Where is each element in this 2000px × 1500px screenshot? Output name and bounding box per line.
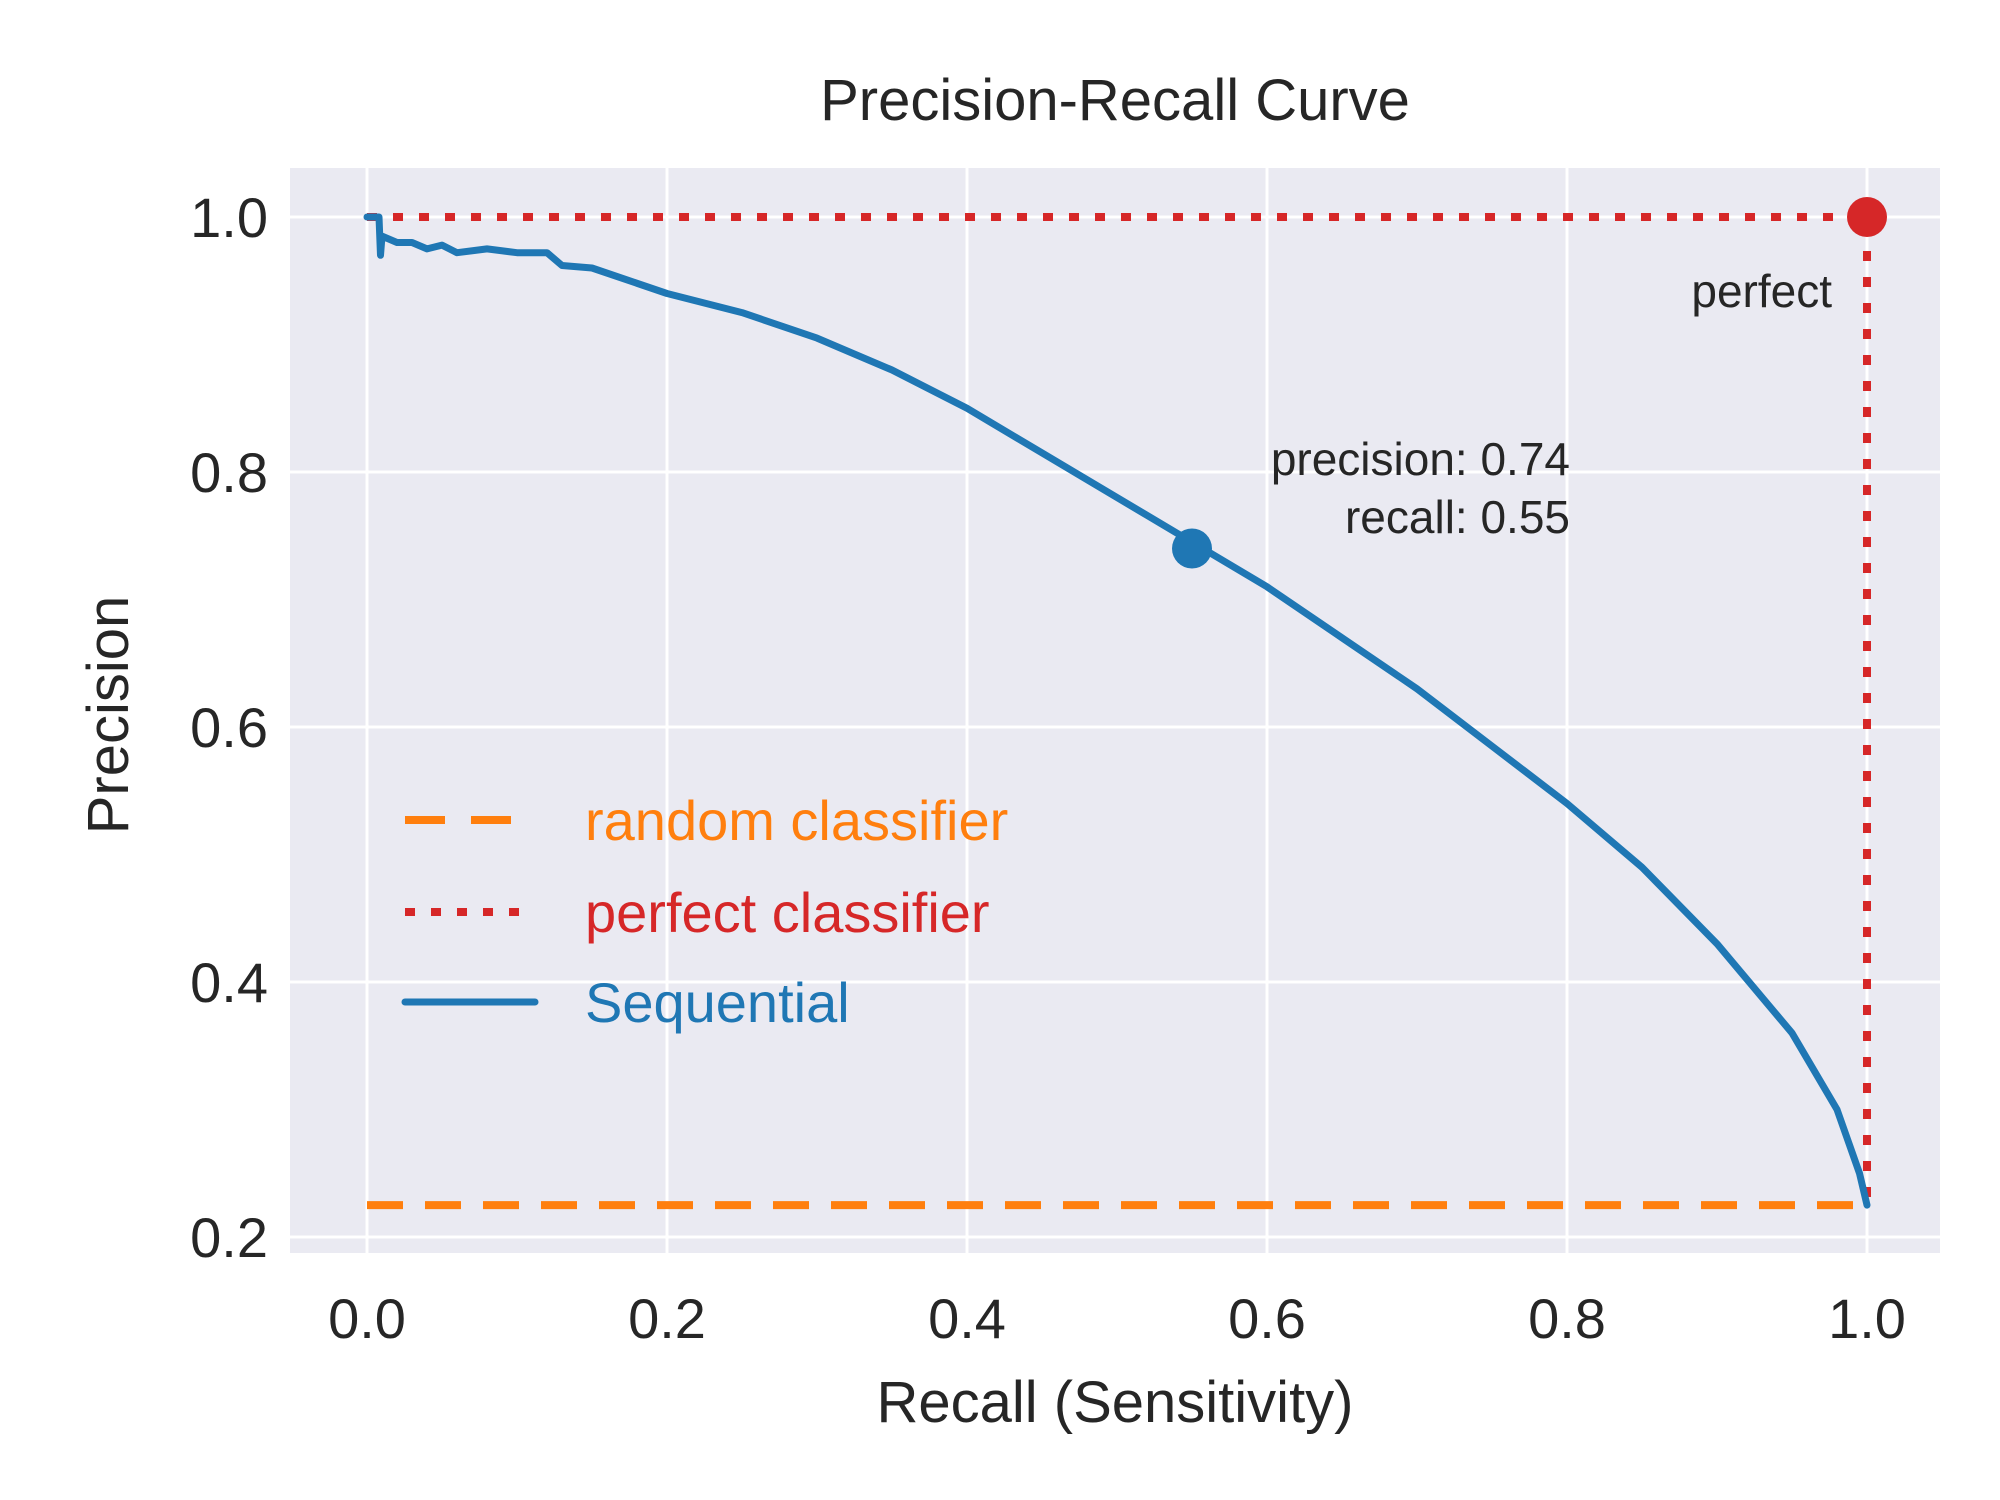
x-tick-label: 1.0 <box>1828 1287 1906 1350</box>
series-layer <box>363 213 1871 1210</box>
y-tick-label: 1.0 <box>190 186 268 249</box>
x-axis-label: Recall (Sensitivity) <box>877 1370 1354 1435</box>
markers <box>1172 197 1887 569</box>
x-tick-label: 0.6 <box>1228 1287 1306 1350</box>
operating-point-label: precision: 0.74 <box>1271 433 1570 485</box>
legend-label: Sequential <box>585 971 850 1034</box>
x-tick-label: 0.0 <box>328 1287 406 1350</box>
tick-labels: 0.0 0.2 0.4 0.6 0.8 1.0 0.2 0.4 0.6 0.8 1.0 <box>190 186 1906 1350</box>
x-tick-label: 0.8 <box>1528 1287 1606 1350</box>
y-axis-label: Precision <box>76 596 141 835</box>
legend-label: perfect classifier <box>585 881 990 944</box>
perfect-point-marker <box>1847 197 1887 237</box>
x-tick-label: 0.2 <box>628 1287 706 1350</box>
chart-title: Precision-Recall Curve <box>820 68 1410 133</box>
y-tick-label: 0.4 <box>190 951 268 1014</box>
y-tick-label: 0.2 <box>190 1206 268 1269</box>
legend: random classifier perfect classifier Seque… <box>401 789 1008 1034</box>
annotations: precision: 0.74 recall: 0.55 perfect <box>1271 265 1832 543</box>
plot-background <box>290 168 1940 1253</box>
y-tick-label: 0.6 <box>190 696 268 759</box>
perfect-classifier-line <box>367 213 1871 1206</box>
perfect-point-label: perfect <box>1691 265 1832 317</box>
y-tick-label: 0.8 <box>190 441 268 504</box>
x-tick-label: 0.4 <box>928 1287 1006 1350</box>
grid-lines <box>290 168 1940 1253</box>
sequential-line <box>363 213 1871 1209</box>
operating-point-marker <box>1172 528 1212 569</box>
legend-label: random classifier <box>585 789 1008 852</box>
operating-point-label: recall: 0.55 <box>1345 491 1570 543</box>
